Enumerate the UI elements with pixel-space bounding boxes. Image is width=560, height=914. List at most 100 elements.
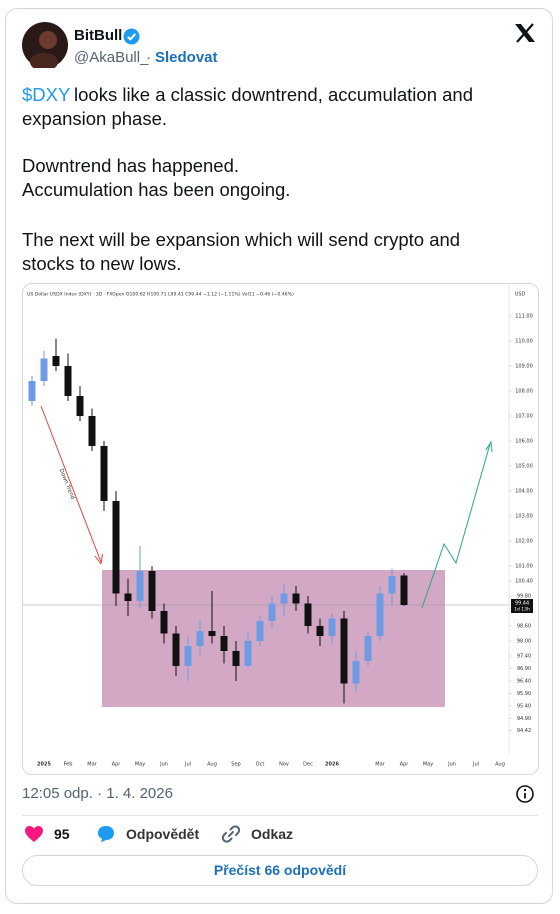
y-tick-label: 104.00 [515, 489, 533, 495]
candle-body [76, 396, 84, 416]
y-tick-label: 101.00 [515, 564, 533, 570]
y-tick-label: 100.40 [515, 579, 533, 585]
y-tick-label: 95.90 [517, 691, 531, 697]
candle-body [328, 618, 336, 636]
x-tick-label: Jul [472, 762, 479, 768]
x-tick-label: Jul [184, 762, 191, 768]
y-tick-label: 105.00 [515, 464, 533, 470]
candle-body [256, 621, 264, 641]
x-tick-label: Jun [159, 762, 168, 768]
candle-body [40, 358, 48, 381]
candle-body [160, 611, 168, 634]
x-tick-label: Sep [231, 762, 240, 768]
x-tick-label: May [135, 762, 145, 768]
candle-body [64, 366, 72, 396]
read-replies-button[interactable]: Přečíst 66 odpovědí [22, 855, 538, 886]
candle-body [304, 603, 312, 626]
link-icon[interactable] [221, 824, 241, 844]
x-tick-label: Mar [375, 762, 385, 768]
candle-body [196, 631, 204, 646]
author-handle[interactable]: @AkaBull_ [74, 49, 149, 66]
x-logo[interactable] [514, 23, 536, 43]
last-price-box [511, 599, 533, 613]
projection-line [421, 443, 491, 609]
y-tick-label: 96.40 [517, 679, 531, 685]
avatar[interactable] [22, 22, 68, 68]
cashtag[interactable]: $DXY [22, 84, 71, 105]
tweet-card [5, 8, 553, 904]
author-name[interactable]: BitBull [74, 27, 123, 44]
candle-body [352, 661, 360, 684]
verified-badge [123, 28, 140, 45]
x-tick-label: Mar [87, 762, 97, 768]
countdown-label: 1d 13h [514, 607, 530, 613]
tweet-line: Downtrend has happened. [22, 155, 240, 176]
like-icon[interactable] [24, 825, 44, 843]
link-button[interactable]: Odkaz [251, 826, 294, 842]
follow-button[interactable]: Sledovat [155, 49, 218, 66]
candle-body [268, 603, 276, 621]
candle-body [28, 381, 36, 401]
candle-body [124, 593, 132, 601]
y-tick-label: 106.00 [515, 439, 533, 445]
y-tick-label: 102.00 [515, 539, 533, 545]
y-tick-label: 108.00 [515, 389, 533, 395]
y-tick-label: 96.90 [517, 666, 531, 672]
candle-body [340, 618, 348, 684]
reply-button[interactable]: Odpovědět [126, 826, 200, 842]
like-count: 95 [54, 826, 70, 842]
candle-body [316, 626, 324, 636]
last-price-label: 99.44 [515, 601, 529, 607]
candle-body [220, 636, 228, 651]
y-tick-label: 110.00 [515, 339, 533, 345]
candle-body [172, 633, 180, 666]
x-tick-label: Jun [447, 762, 456, 768]
candle-body [244, 641, 252, 666]
candle-body [400, 575, 408, 605]
y-tick-label: 111.00 [515, 314, 533, 320]
chart: US Dollar USDX Index (DXY) · 3D · FXOpen… [22, 283, 539, 775]
separator: · [146, 49, 151, 66]
candle-body [88, 416, 96, 446]
y-tick-label: 97.40 [517, 654, 531, 660]
candle-body [208, 631, 216, 636]
info-icon[interactable] [515, 784, 535, 804]
candle-body [136, 571, 144, 601]
tweet-line: looks like a classic downtrend, accumula… [74, 84, 473, 105]
candle-body [100, 446, 108, 501]
tweet-line: The next will be expansion which will se… [22, 229, 461, 250]
x-tick-label: May [423, 762, 433, 768]
x-tick-label: 2026 [325, 762, 339, 768]
x-tick-label: Oct [256, 762, 265, 768]
projection-arrowhead [485, 440, 493, 453]
candle-body [52, 356, 60, 366]
y-tick-label: 95.40 [517, 704, 531, 710]
candle-body [364, 636, 372, 661]
candle-body [376, 593, 384, 636]
y-tick-label: 98.60 [517, 624, 531, 630]
y-tick-label: 107.00 [515, 414, 533, 420]
candle-body [388, 576, 396, 594]
y-tick-label: 109.00 [515, 364, 533, 370]
trend-arrow [40, 405, 102, 563]
x-tick-label: Aug [495, 762, 505, 768]
tweet-line: expansion phase. [22, 108, 168, 129]
timestamp[interactable]: 12:05 odp. · 1. 4. 2026 [22, 785, 173, 802]
x-tick-label: 2025 [37, 762, 51, 768]
tweet-line: Accumulation has been ongoing. [22, 179, 291, 200]
y-tick-label: 103.00 [515, 514, 533, 520]
candle-body [112, 501, 120, 594]
y-tick-label: 98.00 [517, 639, 531, 645]
x-tick-label: Aug [207, 762, 217, 768]
chart-title: US Dollar USDX Index (DXY) · 3D · FXOpen… [27, 292, 294, 298]
y-tick-label: 94.90 [517, 716, 531, 722]
x-tick-label: Apr [400, 762, 410, 768]
candle-body [232, 651, 240, 666]
reply-icon[interactable] [96, 824, 116, 844]
trend-arrowhead [94, 553, 103, 565]
x-tick-label: Nov [279, 762, 289, 768]
x-tick-label: Apr [112, 762, 122, 768]
candle-body [148, 571, 156, 611]
unit-label: USD [515, 292, 526, 298]
